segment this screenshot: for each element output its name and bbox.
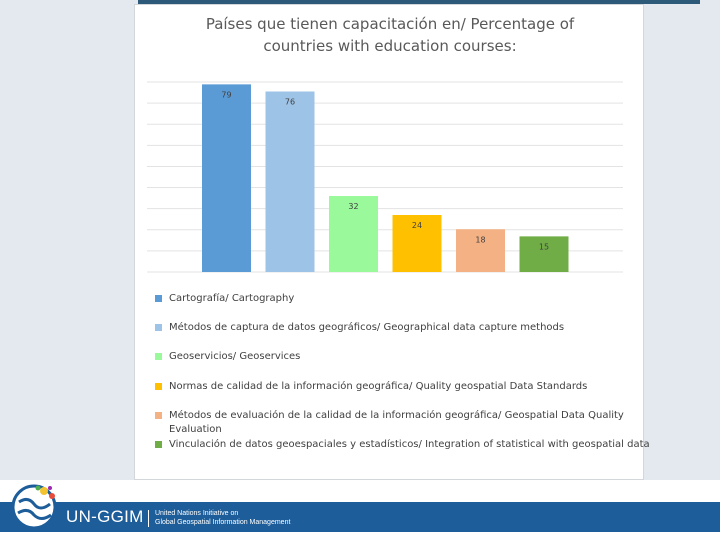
legend-label-3: Geoservicios/ Geoservices: [169, 351, 301, 362]
legend-swatch-5: [155, 412, 162, 419]
top-accent-line: [138, 0, 700, 4]
legend-swatch-6: [155, 441, 162, 448]
brand-subtitle: United Nations Initiative on Global Geos…: [155, 509, 290, 527]
bar-5: [456, 229, 505, 272]
legend-swatch-1: [155, 295, 162, 302]
bar-2: [265, 91, 315, 272]
legend-swatch-2: [155, 324, 162, 331]
brand-name: UN-GGIM: [66, 507, 144, 526]
bar-value-label-1: 79: [221, 90, 231, 99]
chart-title: Países que tienen capacitación en/ Perce…: [135, 13, 645, 57]
legend-label-2: Métodos de captura de datos geográficos/…: [169, 322, 565, 333]
chart-panel: Países que tienen capacitación en/ Perce…: [134, 4, 650, 480]
brand-subtitle-line-2: Global Geospatial Information Management: [155, 519, 291, 526]
bar-value-label-3: 32: [348, 202, 358, 211]
bar-6: [519, 236, 569, 272]
brand-subtitle-line-1: United Nations Initiative on: [155, 510, 239, 517]
bar-chart-plot: 79 76 32 24 18 15: [147, 81, 623, 273]
legend-swatch-3: [155, 353, 162, 360]
legend-label-4: Normas de calidad de la información geog…: [169, 381, 588, 392]
legend-item-6: Vinculación de datos geoespaciales y est…: [155, 438, 654, 452]
legend-item-4: Normas de calidad de la información geog…: [155, 380, 654, 394]
legend-item-2: Métodos de captura de datos geográficos/…: [155, 321, 654, 335]
bar-value-label-6: 15: [539, 242, 549, 251]
legend-label-1: Cartografía/ Cartography: [169, 293, 295, 304]
footer: UN-GGIM United Nations Initiative on Glo…: [0, 480, 720, 540]
bar-3: [329, 196, 378, 272]
footer-bar: [0, 502, 720, 532]
legend-label-5: Métodos de evaluación de la calidad de l…: [169, 410, 624, 435]
globe-logo-icon: [11, 484, 57, 530]
bar-1: [202, 84, 251, 272]
bar-value-label-5: 18: [475, 235, 485, 244]
legend-label-6: Vinculación de datos geoespaciales y est…: [169, 439, 650, 450]
legend-item-3: Geoservicios/ Geoservices: [155, 350, 654, 364]
brand-divider: [148, 510, 149, 527]
bar-value-label-4: 24: [412, 221, 422, 230]
chart-title-line-1: Países que tienen capacitación en/ Perce…: [205, 15, 575, 33]
chart-title-line-2: countries with education courses:: [263, 37, 517, 55]
bar-value-label-2: 76: [285, 98, 295, 107]
legend-swatch-4: [155, 383, 162, 390]
bar-4: [392, 215, 442, 272]
legend-item-5: Métodos de evaluación de la calidad de l…: [155, 409, 654, 437]
legend-item-1: Cartografía/ Cartography: [155, 292, 654, 306]
